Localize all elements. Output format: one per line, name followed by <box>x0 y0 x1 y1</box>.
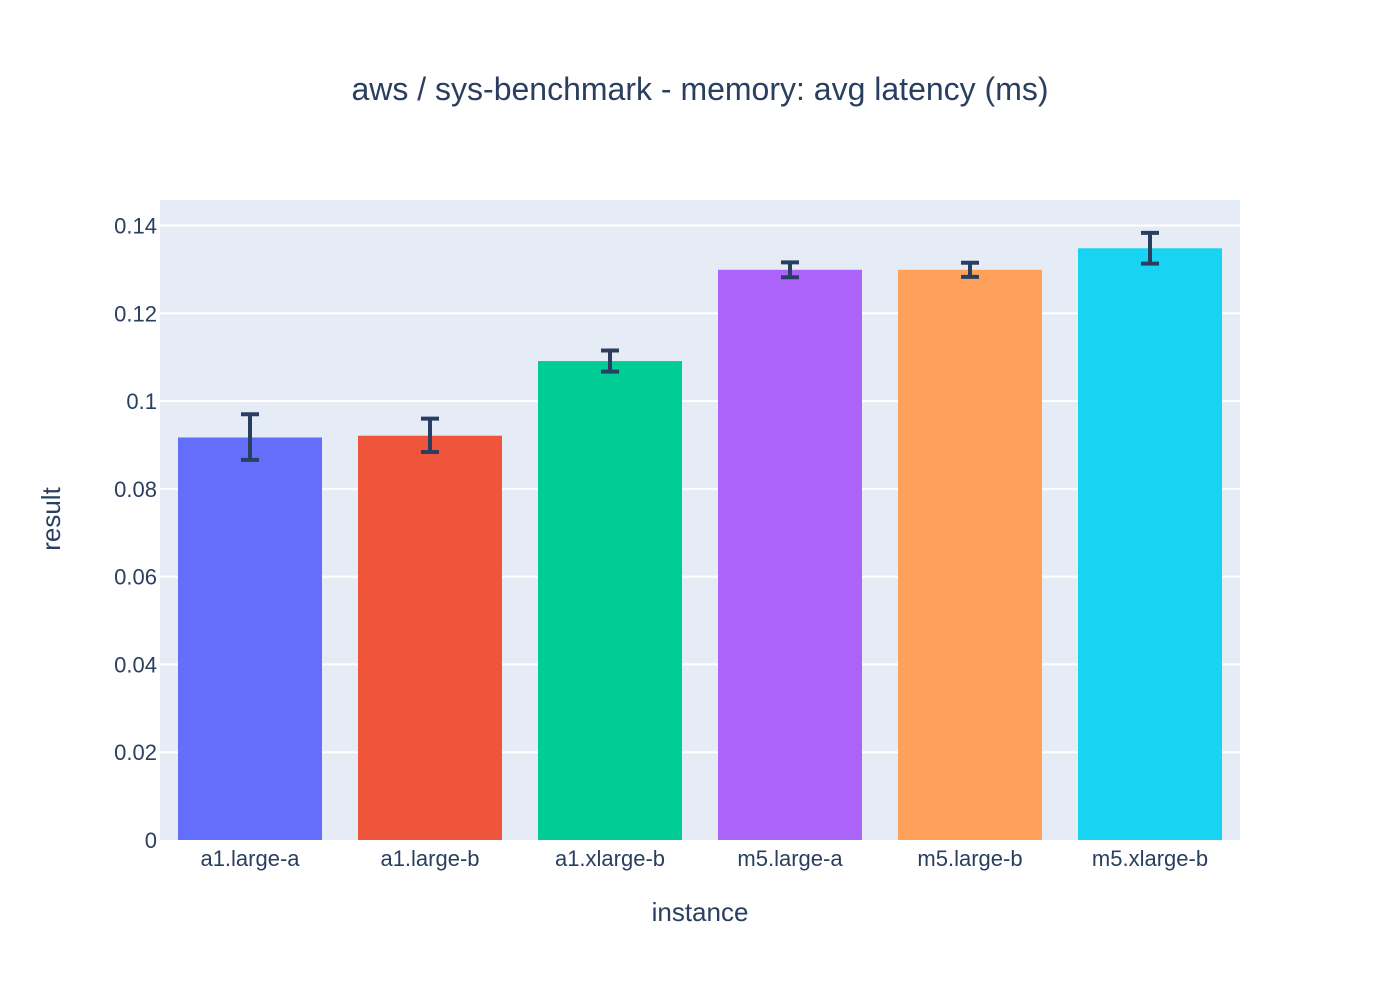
bar-a1.large-a <box>178 437 322 840</box>
bar-a1.large-b <box>358 435 502 840</box>
plot-background <box>160 200 1240 840</box>
error-bar-a1.large-b <box>421 416 439 454</box>
x-tick-label: m5.large-a <box>737 846 843 871</box>
error-bars <box>241 230 1159 462</box>
y-tick-label: 0 <box>145 828 157 853</box>
bar-m5.large-a <box>718 269 862 840</box>
x-tick-label: m5.xlarge-b <box>1092 846 1208 871</box>
y-tick-label: 0.12 <box>114 301 157 326</box>
chart-title: aws / sys-benchmark - memory: avg latenc… <box>351 71 1048 107</box>
error-bar-m5.large-b <box>961 260 979 279</box>
bar-m5.xlarge-b <box>1078 248 1222 840</box>
bars <box>178 248 1222 840</box>
y-axis-ticks: 0 0.02 0.04 0.06 0.08 0.1 0.12 0.14 <box>114 213 157 853</box>
y-tick-label: 0.06 <box>114 565 157 590</box>
y-axis-label: result <box>36 486 66 550</box>
x-tick-label: a1.large-a <box>200 846 300 871</box>
error-bar-a1.xlarge-b <box>601 348 619 374</box>
error-bar-a1.large-a <box>241 412 259 462</box>
x-tick-label: m5.large-b <box>917 846 1022 871</box>
gridlines <box>160 224 1240 754</box>
bar-m5.large-b <box>898 269 1042 840</box>
x-axis-label: instance <box>652 897 749 927</box>
y-tick-label: 0.1 <box>126 389 157 414</box>
y-tick-label: 0.02 <box>114 740 157 765</box>
x-axis-ticks: a1.large-a a1.large-b a1.xlarge-b m5.large-… <box>200 846 1208 871</box>
x-tick-label: a1.xlarge-b <box>555 846 665 871</box>
error-bar-m5.xlarge-b <box>1141 230 1159 266</box>
y-tick-label: 0.14 <box>114 213 157 238</box>
bar-a1.xlarge-b <box>538 361 682 840</box>
error-bar-m5.large-a <box>781 260 799 280</box>
x-tick-label: a1.large-b <box>380 846 479 871</box>
y-tick-label: 0.04 <box>114 652 157 677</box>
y-tick-label: 0.08 <box>114 477 157 502</box>
